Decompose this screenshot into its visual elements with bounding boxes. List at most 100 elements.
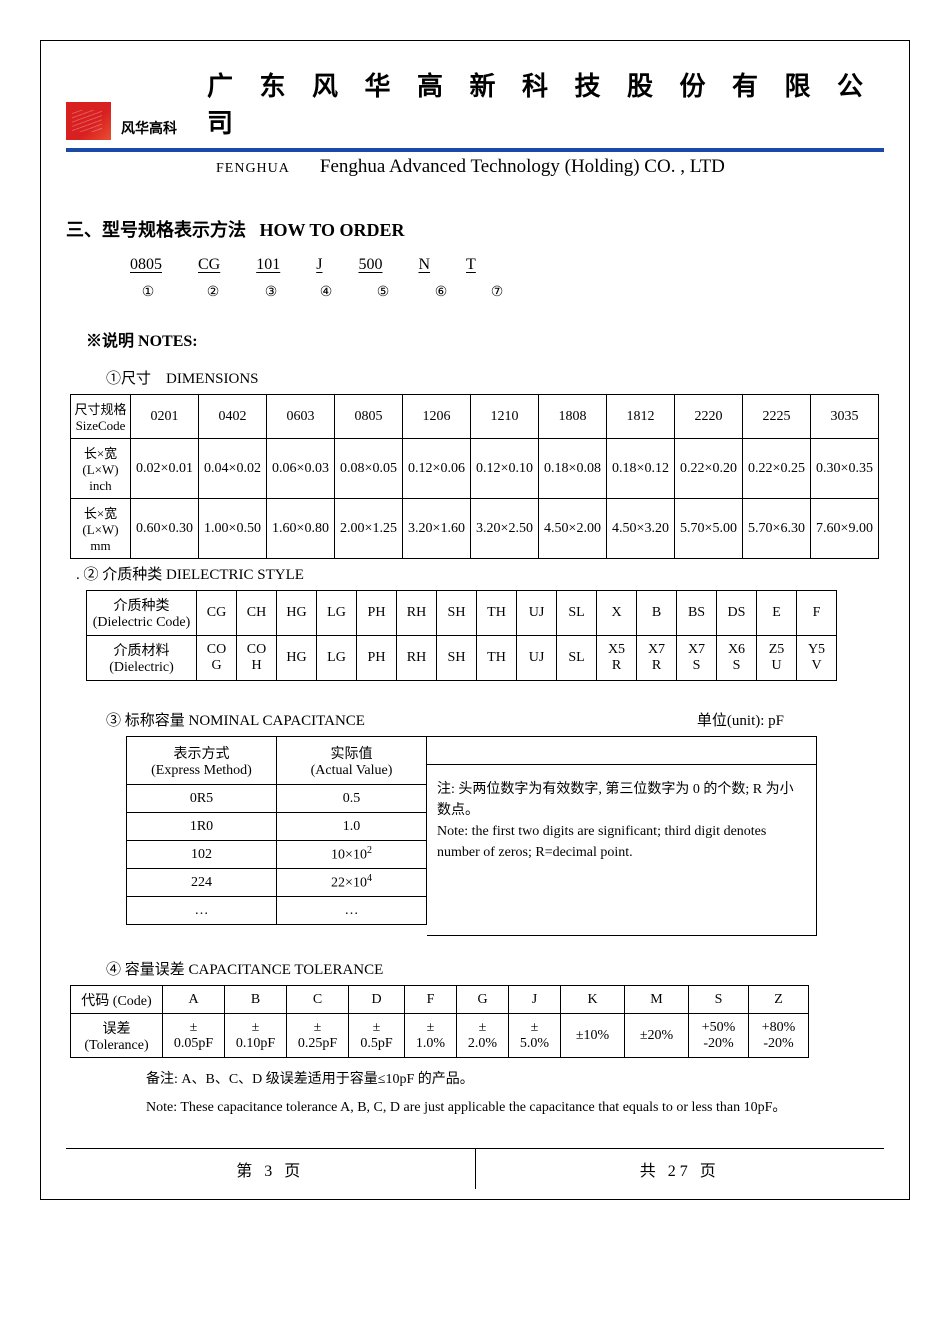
cap-heading: ③ 标称容量 NOMINAL CAPACITANCE	[106, 709, 697, 730]
row-header: 尺寸规格 SizeCode	[71, 395, 131, 439]
cell: Z	[749, 986, 809, 1014]
table-row: 尺寸规格 SizeCode 0201 0402 0603 0805 1206 1…	[71, 395, 879, 439]
cell: PH	[357, 591, 397, 636]
cell: 0.02×0.01	[131, 439, 199, 499]
col-header: 实际值 (Actual Value)	[277, 737, 427, 785]
circ-num: ⑤	[366, 284, 400, 301]
cell: 1.00×0.50	[199, 499, 267, 559]
cell: SH	[437, 591, 477, 636]
circ-num: ①	[126, 284, 170, 301]
order-seg: 500	[354, 256, 386, 274]
tol-remark-en: Note: These capacitance tolerance A, B, …	[146, 1096, 884, 1116]
notes-cn: ※说明	[86, 333, 134, 350]
cell: ± 2.0%	[457, 1014, 509, 1058]
cell: C	[287, 986, 349, 1014]
cell: CH	[237, 591, 277, 636]
tolerance-table: 代码 (Code) A B C D F G J K M S Z 误差 (Tole…	[70, 985, 809, 1058]
circ-num: ⑦	[482, 284, 512, 301]
cell: DS	[717, 591, 757, 636]
cell: CO H	[237, 636, 277, 681]
header: 风华高科 广 东 风 华 高 新 科 技 股 份 有 限 公 司	[66, 66, 884, 140]
notes-label: ※说明 NOTES:	[86, 327, 884, 351]
cell: G	[457, 986, 509, 1014]
cell: X	[597, 591, 637, 636]
table-row: 10210×102	[127, 841, 427, 869]
row-header: 长×宽 (L×W) mm	[71, 499, 131, 559]
page-current: 第 3 页	[66, 1148, 476, 1189]
cell: 2.00×1.25	[335, 499, 403, 559]
cap-note-column: 注: 头两位数字为有效数字, 第三位数字为 0 的个数; R 为小数点。 Not…	[427, 736, 817, 936]
cell: HG	[277, 591, 317, 636]
table-row: 介质材料 (Dielectric) CO GCO HHGLGPHRHSHTHUJ…	[87, 636, 837, 681]
table-row: 误差 (Tolerance) ± 0.05pF ± 0.10pF ± 0.25p…	[71, 1014, 809, 1058]
cell: ± 0.10pF	[225, 1014, 287, 1058]
table-row: 长×宽 (L×W) inch 0.02×0.01 0.04×0.02 0.06×…	[71, 439, 879, 499]
footer: 第 3 页 共 27 页	[66, 1148, 884, 1189]
cell: 0.06×0.03	[267, 439, 335, 499]
cell: X6 S	[717, 636, 757, 681]
section-title: 三、型号规格表示方法 HOW TO ORDER	[66, 216, 884, 242]
cell: 4.50×3.20	[607, 499, 675, 559]
cell: E	[757, 591, 797, 636]
cell: 3.20×2.50	[471, 499, 539, 559]
cell: Y5 V	[797, 636, 837, 681]
cap-unit: 单位(unit): pF	[697, 709, 884, 730]
cell: +50% -20%	[689, 1014, 749, 1058]
order-seg: 0805	[126, 256, 166, 274]
order-seg: J	[312, 256, 326, 274]
cell: SL	[557, 591, 597, 636]
cell: 0.5	[277, 785, 427, 813]
cell: SH	[437, 636, 477, 681]
circ-num: ③	[256, 284, 286, 301]
cell: 3.20×1.60	[403, 499, 471, 559]
cell: 0603	[267, 395, 335, 439]
cell: TH	[477, 636, 517, 681]
cell: ±10%	[561, 1014, 625, 1058]
cell: X5 R	[597, 636, 637, 681]
cap-note-en: Note: the first two digits are significa…	[437, 821, 806, 863]
order-seg: T	[462, 256, 480, 274]
header-sub: FENGHUA Fenghua Advanced Technology (Hol…	[66, 156, 884, 178]
row-header: 误差 (Tolerance)	[71, 1014, 163, 1058]
company-en: Fenghua Advanced Technology (Holding) CO…	[320, 156, 725, 178]
cell: ± 1.0%	[405, 1014, 457, 1058]
row-header: 介质种类 (Dielectric Code)	[87, 591, 197, 636]
cell: 3035	[811, 395, 879, 439]
cell: 0.60×0.30	[131, 499, 199, 559]
cell: 2225	[743, 395, 811, 439]
row-header: 介质材料 (Dielectric)	[87, 636, 197, 681]
cell: 1R0	[127, 813, 277, 841]
cell: 0.30×0.35	[811, 439, 879, 499]
cell: ±20%	[625, 1014, 689, 1058]
order-seg: CG	[194, 256, 224, 274]
row-header: 代码 (Code)	[71, 986, 163, 1014]
notes-en: NOTES:	[138, 333, 198, 350]
logo-icon	[66, 102, 111, 140]
cell: A	[163, 986, 225, 1014]
cell: SL	[557, 636, 597, 681]
cell: 5.70×6.30	[743, 499, 811, 559]
table-row: 0R50.5	[127, 785, 427, 813]
cell: F	[405, 986, 457, 1014]
cell: UJ	[517, 636, 557, 681]
circ-num: ⑥	[428, 284, 454, 301]
cell: K	[561, 986, 625, 1014]
cell: 0.08×0.05	[335, 439, 403, 499]
cell: 2220	[675, 395, 743, 439]
diel-heading: . ② 介质种类 DIELECTRIC STYLE	[76, 563, 884, 584]
cell: 1808	[539, 395, 607, 439]
cell: RH	[397, 591, 437, 636]
cell: 1812	[607, 395, 675, 439]
cell: 7.60×9.00	[811, 499, 879, 559]
cell: X7 R	[637, 636, 677, 681]
cell: 0.22×0.20	[675, 439, 743, 499]
cap-note-box: 注: 头两位数字为有效数字, 第三位数字为 0 的个数; R 为小数点。 Not…	[427, 764, 817, 936]
cell: TH	[477, 591, 517, 636]
dielectric-table: 介质种类 (Dielectric Code) CGCHHGLGPHRHSHTHU…	[86, 590, 837, 681]
cap-note-cn: 注: 头两位数字为有效数字, 第三位数字为 0 的个数; R 为小数点。	[437, 779, 806, 821]
dimensions-table: 尺寸规格 SizeCode 0201 0402 0603 0805 1206 1…	[70, 394, 879, 559]
col-header: 表示方式 (Express Method)	[127, 737, 277, 785]
cell: 1206	[403, 395, 471, 439]
section-title-cn: 三、型号规格表示方法	[66, 220, 246, 240]
cell: Z5 U	[757, 636, 797, 681]
